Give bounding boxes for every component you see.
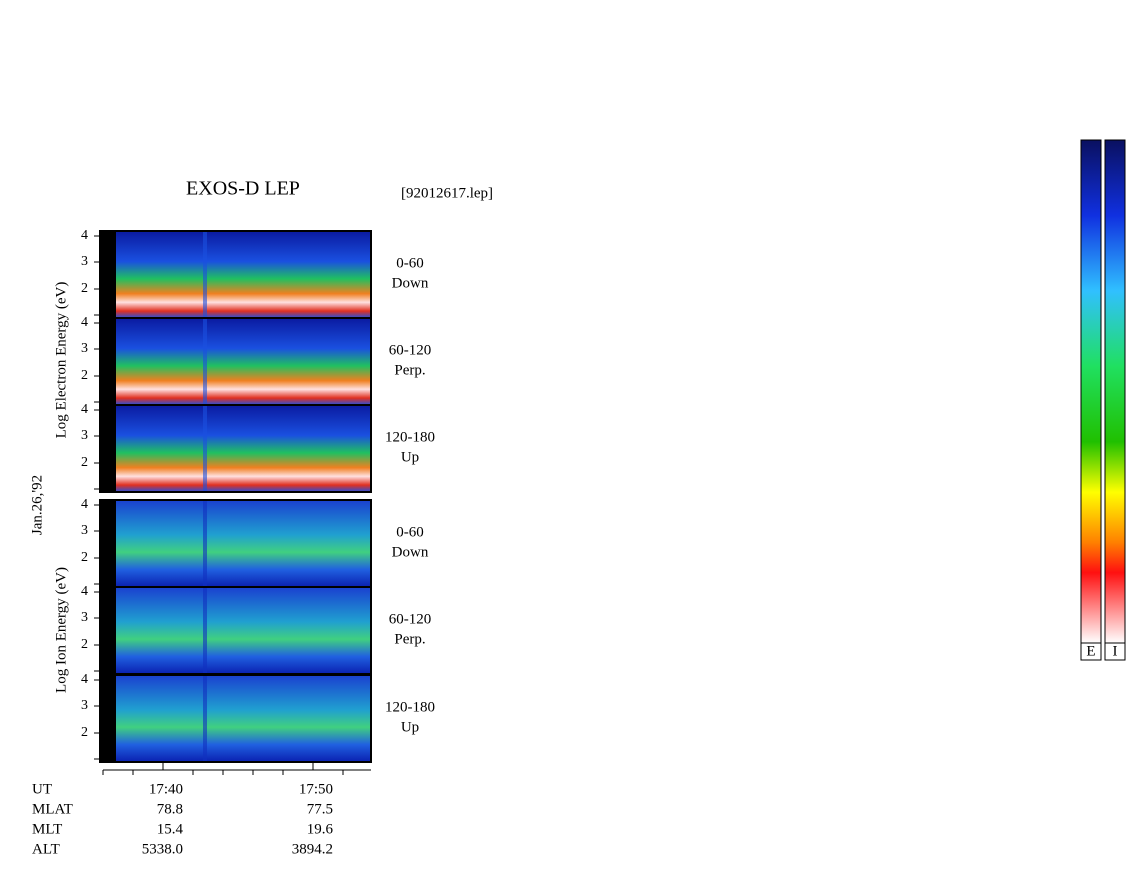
colorbar-label: E	[1086, 643, 1095, 659]
data-gap	[203, 405, 207, 492]
ion-axis-label: Log Ion Energy (eV)	[53, 567, 69, 693]
y-tick-label: 4	[81, 584, 88, 599]
y-tick-label: 3	[81, 341, 88, 356]
y-tick-label: 3	[81, 254, 88, 269]
row-value: 15.4	[157, 821, 184, 837]
spectrogram	[116, 675, 371, 762]
row-label: MLAT	[32, 801, 73, 817]
direction-label: Down	[392, 544, 429, 560]
row-value: 19.6	[307, 821, 334, 837]
data-gap	[203, 500, 207, 587]
direction-label: Up	[401, 719, 419, 735]
title: EXOS-D LEP	[186, 178, 300, 200]
y-tick-label: 2	[81, 368, 88, 383]
data-gap	[100, 500, 116, 587]
data-gap	[100, 587, 116, 674]
data-gap	[203, 318, 207, 405]
panel-frame	[99, 674, 372, 763]
file-name: [92012617.lep]	[401, 185, 493, 201]
date-label: Jan.26,'92	[29, 475, 45, 535]
y-tick-label: 3	[81, 428, 88, 443]
y-tick-label: 3	[81, 523, 88, 538]
angle-label: 120-180	[385, 429, 435, 445]
y-tick-label: 3	[81, 698, 88, 713]
angle-label: 60-120	[389, 342, 432, 358]
direction-label: Perp.	[394, 362, 425, 378]
y-tick-label: 2	[81, 281, 88, 296]
y-tick-label: 4	[81, 228, 88, 243]
y-tick-label: 2	[81, 725, 88, 740]
row-value: 77.5	[307, 801, 333, 817]
data-gap	[100, 405, 116, 492]
angle-label: 0-60	[396, 524, 424, 540]
y-tick-label: 2	[81, 550, 88, 565]
y-tick-label: 4	[81, 402, 88, 417]
y-tick-label: 4	[81, 315, 88, 330]
row-label: ALT	[32, 841, 60, 857]
row-value: 17:50	[299, 781, 333, 797]
y-tick-label: 4	[81, 672, 88, 687]
data-gap	[100, 675, 116, 762]
row-value: 78.8	[157, 801, 183, 817]
spectrogram	[116, 318, 371, 405]
spectrogram	[116, 231, 371, 318]
y-tick-label: 3	[81, 610, 88, 625]
spectrogram	[116, 500, 371, 587]
colorbar	[1080, 139, 1102, 644]
angle-label: 120-180	[385, 699, 435, 715]
row-value: 3894.2	[292, 841, 333, 857]
angle-label: 0-60	[396, 255, 424, 271]
row-value: 17:40	[149, 781, 183, 797]
colorbar-box	[1104, 642, 1126, 661]
data-gap	[203, 675, 207, 762]
angle-label: 60-120	[389, 611, 432, 627]
colorbar-box	[1080, 642, 1102, 661]
y-tick-label: 2	[81, 637, 88, 652]
y-tick-label: 4	[81, 497, 88, 512]
panel-frame	[99, 404, 372, 493]
spectrogram	[116, 405, 371, 492]
direction-label: Perp.	[394, 631, 425, 647]
data-gap	[203, 231, 207, 318]
colorbar-label: I	[1113, 643, 1118, 659]
data-gap	[100, 318, 116, 405]
direction-label: Up	[401, 449, 419, 465]
y-tick-label: 2	[81, 455, 88, 470]
row-label: MLT	[32, 821, 62, 837]
row-value: 5338.0	[142, 841, 183, 857]
row-label: UT	[32, 781, 52, 797]
electron-axis-label: Log Electron Energy (eV)	[53, 282, 69, 439]
colorbar	[1104, 139, 1126, 644]
data-gap	[203, 587, 207, 674]
data-gap	[100, 231, 116, 318]
spectrogram	[116, 587, 371, 674]
direction-label: Down	[392, 275, 429, 291]
